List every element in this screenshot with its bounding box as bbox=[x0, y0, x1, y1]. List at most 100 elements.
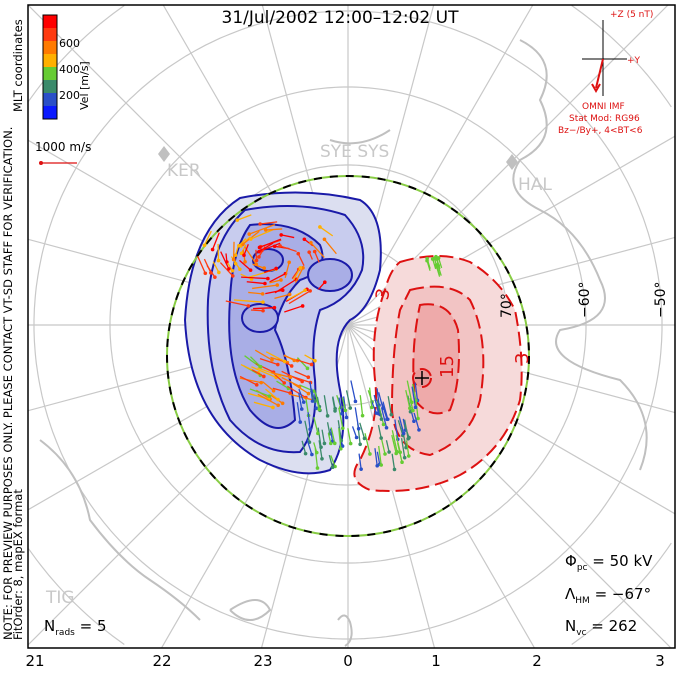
velocity-vector bbox=[314, 391, 320, 410]
vector-origin bbox=[374, 411, 379, 415]
vector-origin bbox=[288, 375, 293, 380]
vector-origin bbox=[314, 406, 318, 411]
velocity-vector bbox=[233, 299, 264, 303]
velocity-vector bbox=[304, 420, 311, 443]
nvc-sub: vc bbox=[576, 628, 587, 638]
vector-origin bbox=[271, 405, 275, 410]
velocity-vector bbox=[374, 448, 378, 466]
vector-origin bbox=[202, 243, 207, 248]
imf-source: OMNI IMF bbox=[582, 102, 625, 112]
velocity-vector bbox=[212, 261, 220, 273]
velocity-vector bbox=[287, 289, 306, 301]
vector-origin bbox=[216, 258, 221, 263]
velocity-vector bbox=[265, 351, 285, 363]
velocity-vector bbox=[376, 451, 381, 465]
vector-origin bbox=[384, 425, 389, 430]
vector-origin bbox=[302, 237, 307, 242]
vector-origin bbox=[299, 407, 304, 411]
coords-label: MLT coordinates bbox=[11, 19, 25, 112]
velocity-vector bbox=[298, 392, 303, 410]
vector-origin bbox=[272, 305, 277, 310]
vector-origin bbox=[417, 428, 421, 432]
velocity-vector bbox=[400, 438, 406, 458]
velocity-vector bbox=[351, 426, 358, 438]
velocity-vector bbox=[273, 373, 285, 384]
colorbar-swatch bbox=[43, 80, 57, 93]
nrads-symbol: N bbox=[44, 617, 56, 635]
station-tig: TIG bbox=[46, 588, 75, 608]
vector-origin bbox=[401, 431, 406, 436]
velocity-vector bbox=[354, 407, 360, 429]
vector-origin bbox=[278, 244, 282, 248]
colorbar-tick-400: 400 bbox=[59, 63, 80, 76]
velocity-vector bbox=[252, 284, 278, 290]
vector-origin bbox=[356, 426, 361, 431]
velocity-vector bbox=[284, 305, 303, 313]
vector-origin bbox=[322, 441, 327, 446]
velocity-vector bbox=[270, 371, 291, 378]
velocity-vector bbox=[260, 221, 278, 225]
vector-origin bbox=[258, 222, 262, 226]
vector-origin bbox=[217, 270, 221, 275]
mlt-tick-label: 21 bbox=[25, 652, 45, 670]
velocity-vector bbox=[288, 393, 314, 401]
vector-origin bbox=[276, 362, 280, 367]
nrads-sub: rads bbox=[55, 628, 75, 638]
vector-origin bbox=[310, 399, 315, 403]
velocity-vector bbox=[405, 440, 410, 457]
vector-origin bbox=[395, 449, 399, 454]
vector-origin bbox=[339, 446, 343, 451]
vector-origin bbox=[348, 441, 353, 446]
heppner-maynard-boundary-dash bbox=[166, 175, 530, 537]
vector-origin bbox=[412, 419, 416, 424]
vector-origin bbox=[300, 304, 305, 308]
velocity-vector bbox=[378, 392, 384, 409]
velocity-vector bbox=[406, 380, 413, 403]
velocity-colorbar bbox=[42, 14, 58, 120]
velocity-vector bbox=[394, 419, 399, 440]
colorbar-swatch bbox=[43, 54, 57, 67]
vector-origin bbox=[316, 431, 320, 436]
velocity-vector bbox=[347, 428, 352, 444]
velocity-vector bbox=[211, 232, 220, 250]
velocity-vector bbox=[279, 245, 297, 253]
vector-origin bbox=[227, 267, 231, 271]
vector-origin bbox=[318, 225, 322, 229]
velocity-vector bbox=[323, 238, 337, 255]
vector-origin bbox=[303, 288, 307, 293]
vector-origin bbox=[389, 412, 394, 417]
vector-origin bbox=[348, 406, 353, 410]
vector-origin bbox=[322, 237, 327, 242]
vector-origin bbox=[305, 366, 310, 371]
vector-origin bbox=[381, 422, 386, 427]
velocity-vector bbox=[250, 229, 274, 240]
vector-origin bbox=[307, 250, 311, 254]
vector-origin bbox=[332, 441, 337, 446]
velocity-vector bbox=[385, 440, 390, 453]
velocity-vector bbox=[359, 422, 366, 439]
velocity-vector bbox=[269, 279, 282, 284]
vector-origin bbox=[275, 283, 280, 287]
velocity-vector bbox=[292, 267, 301, 281]
vector-origin bbox=[272, 244, 277, 249]
velocity-vector bbox=[254, 349, 273, 361]
velocity-vector bbox=[378, 445, 382, 466]
phi-value: = 50 kV bbox=[592, 552, 653, 570]
vector-origin bbox=[392, 467, 397, 472]
vector-origin bbox=[213, 275, 217, 279]
vector-origin bbox=[301, 400, 306, 404]
imf-z-label: +Z (5 nT) bbox=[610, 10, 654, 20]
imf-model: Stat Mod: RG96 bbox=[569, 114, 640, 124]
velocity-vector bbox=[359, 395, 364, 416]
vector-origin bbox=[312, 249, 317, 254]
velocity-vector bbox=[294, 370, 309, 378]
velocity-vector bbox=[413, 412, 420, 431]
vector-origin bbox=[340, 411, 344, 416]
velocity-vector bbox=[259, 357, 279, 366]
mlt-tick-label: 22 bbox=[152, 652, 172, 670]
vector-origin bbox=[233, 253, 238, 258]
velocity-vector bbox=[301, 440, 307, 454]
station-markers bbox=[158, 146, 518, 170]
velocity-vector bbox=[237, 214, 252, 221]
